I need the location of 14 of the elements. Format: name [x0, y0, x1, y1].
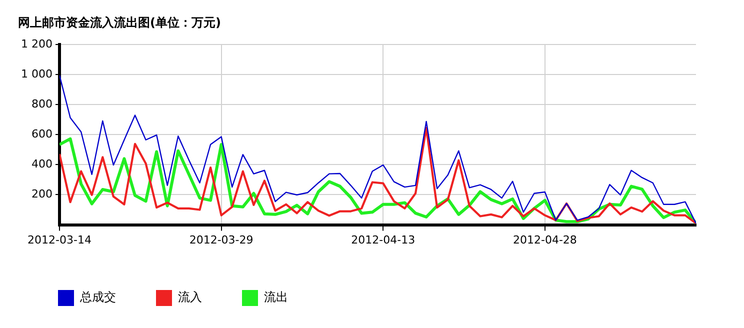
x-tick-label: 2012-04-28 [512, 233, 577, 246]
y-tick-label: 800 [31, 97, 52, 110]
legend-label: 流出 [264, 290, 288, 304]
y-tick-label: 400 [31, 158, 52, 171]
legend-label: 总成交 [79, 290, 116, 304]
legend-label: 流入 [178, 290, 202, 304]
chart-title: 网上邮市资金流入流出图(单位：万元) [18, 15, 221, 30]
x-tick-label: 2012-03-29 [189, 233, 254, 246]
x-tick-label: 2012-04-13 [351, 233, 416, 246]
y-tick-label: 1 200 [20, 37, 52, 50]
y-tick-label: 200 [31, 188, 52, 201]
y-tick-label: 600 [31, 127, 52, 140]
y-tick-label: 1 000 [20, 67, 52, 80]
x-tick-label: 2012-03-14 [28, 233, 92, 246]
